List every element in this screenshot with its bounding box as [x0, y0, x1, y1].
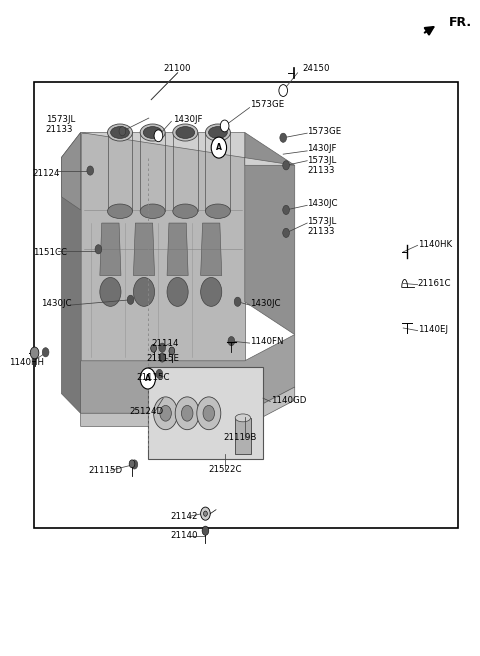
Polygon shape — [61, 133, 81, 413]
Circle shape — [154, 397, 178, 430]
Text: 1151CC: 1151CC — [33, 248, 67, 257]
Text: 24150: 24150 — [302, 64, 330, 73]
Circle shape — [201, 507, 210, 520]
Ellipse shape — [208, 127, 228, 138]
Circle shape — [181, 405, 193, 421]
Polygon shape — [61, 133, 81, 210]
Text: 1140GD: 1140GD — [271, 396, 307, 405]
Polygon shape — [201, 223, 222, 276]
Ellipse shape — [110, 127, 130, 138]
Circle shape — [204, 511, 207, 516]
Polygon shape — [245, 133, 295, 335]
Ellipse shape — [144, 127, 162, 138]
Polygon shape — [81, 133, 245, 361]
Circle shape — [119, 127, 126, 136]
Text: 1430JF: 1430JF — [173, 115, 202, 124]
Text: 1573GE: 1573GE — [250, 100, 284, 110]
Ellipse shape — [235, 414, 251, 422]
Text: 1573JL
21133: 1573JL 21133 — [46, 115, 75, 134]
Polygon shape — [133, 223, 155, 276]
Ellipse shape — [140, 124, 165, 141]
Text: A: A — [145, 374, 151, 383]
Circle shape — [201, 277, 222, 306]
Text: 21115C: 21115C — [137, 373, 170, 382]
Text: 21114: 21114 — [151, 338, 179, 348]
Polygon shape — [100, 223, 121, 276]
Text: 1430JC: 1430JC — [250, 299, 280, 308]
Text: 1430JF: 1430JF — [307, 144, 336, 154]
Circle shape — [283, 228, 289, 237]
Text: 21115E: 21115E — [146, 354, 180, 363]
Ellipse shape — [173, 204, 198, 218]
Ellipse shape — [176, 127, 195, 138]
Circle shape — [42, 348, 49, 357]
Polygon shape — [81, 133, 295, 165]
Circle shape — [129, 460, 135, 468]
Circle shape — [87, 166, 94, 175]
Ellipse shape — [140, 204, 165, 218]
Text: FR.: FR. — [449, 16, 472, 30]
Text: 1430JC: 1430JC — [41, 299, 72, 308]
Circle shape — [197, 397, 221, 430]
Text: 21124: 21124 — [33, 169, 60, 178]
Text: 21115D: 21115D — [89, 466, 123, 475]
Text: 1573JL
21133: 1573JL 21133 — [307, 156, 336, 174]
Circle shape — [131, 460, 138, 469]
Text: 21142: 21142 — [170, 512, 198, 521]
Circle shape — [151, 344, 156, 352]
Circle shape — [202, 526, 209, 535]
Circle shape — [127, 295, 134, 304]
Polygon shape — [81, 387, 295, 426]
Circle shape — [167, 277, 188, 306]
Circle shape — [154, 130, 163, 142]
Polygon shape — [167, 223, 188, 276]
Ellipse shape — [173, 124, 198, 141]
Bar — [34, 82, 458, 528]
Circle shape — [234, 297, 241, 306]
Text: 1430JC: 1430JC — [307, 199, 338, 208]
Circle shape — [283, 161, 289, 170]
Ellipse shape — [108, 204, 132, 218]
Ellipse shape — [205, 124, 230, 141]
Text: 1140FN: 1140FN — [250, 337, 283, 346]
Ellipse shape — [108, 124, 132, 141]
Circle shape — [156, 369, 163, 379]
Ellipse shape — [205, 204, 230, 218]
Circle shape — [140, 368, 156, 389]
Text: 1140HH: 1140HH — [9, 358, 44, 367]
Circle shape — [30, 347, 39, 359]
Text: 1573GE: 1573GE — [307, 127, 341, 136]
Text: 21140: 21140 — [170, 531, 198, 541]
Circle shape — [220, 120, 229, 132]
Circle shape — [279, 85, 288, 96]
Circle shape — [175, 397, 199, 430]
Circle shape — [280, 133, 287, 142]
Circle shape — [169, 347, 175, 355]
Circle shape — [228, 337, 235, 346]
Text: 21119B: 21119B — [223, 433, 257, 442]
Circle shape — [100, 277, 121, 306]
Circle shape — [203, 405, 215, 421]
Circle shape — [133, 277, 155, 306]
Circle shape — [159, 343, 166, 352]
Circle shape — [211, 137, 227, 158]
Text: 21100: 21100 — [164, 64, 192, 73]
Circle shape — [95, 245, 102, 254]
Text: 1140HK: 1140HK — [418, 239, 452, 249]
Text: 1140EJ: 1140EJ — [418, 325, 447, 334]
Bar — [148, 367, 263, 459]
Text: 21161C: 21161C — [418, 279, 451, 288]
Circle shape — [283, 205, 289, 215]
Polygon shape — [81, 335, 295, 413]
Bar — [235, 418, 251, 454]
Text: A: A — [216, 143, 222, 152]
Text: 21522C: 21522C — [209, 464, 242, 474]
Circle shape — [160, 405, 171, 421]
Text: 25124D: 25124D — [130, 407, 164, 417]
Circle shape — [159, 353, 166, 362]
Text: 1573JL
21133: 1573JL 21133 — [307, 217, 336, 236]
